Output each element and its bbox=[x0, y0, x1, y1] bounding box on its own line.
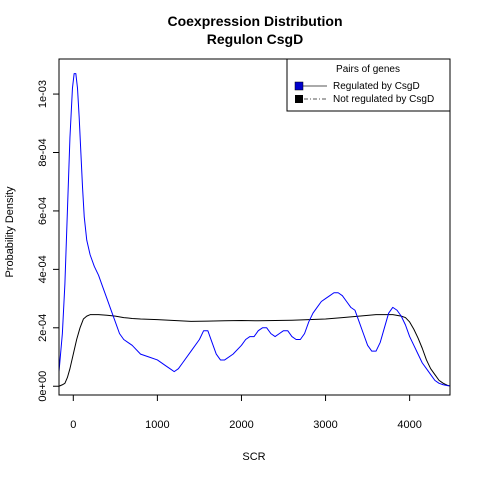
legend-box bbox=[286, 58, 451, 112]
plot-frame bbox=[58, 58, 451, 396]
x-tick-label: 1000 bbox=[145, 419, 169, 431]
legend-entry-regulated: Regulated by CsgD bbox=[333, 81, 420, 92]
x-tick-label: 2000 bbox=[229, 419, 253, 431]
x-axis: 0 1000 2000 3000 4000 bbox=[70, 395, 422, 431]
y-tick-label: 6e-04 bbox=[37, 197, 49, 225]
y-tick-label: 8e-04 bbox=[37, 138, 49, 166]
series-line-not-regulated-by-csgd bbox=[58, 314, 451, 387]
x-tick-label: 4000 bbox=[397, 419, 421, 431]
legend-title: Pairs of genes bbox=[336, 64, 400, 75]
x-tick-label: 3000 bbox=[313, 419, 337, 431]
legend-entry-not-regulated: Not regulated by CsgD bbox=[333, 94, 434, 105]
y-tick-label: 0e+00 bbox=[37, 371, 49, 402]
legend-swatch-not-regulated bbox=[295, 95, 303, 103]
legend-swatch-regulated bbox=[294, 81, 304, 91]
chart-title: Coexpression Distribution bbox=[167, 13, 342, 29]
y-tick-label: 2e-04 bbox=[37, 314, 49, 342]
y-tick-label: 4e-04 bbox=[37, 255, 49, 283]
series-line-regulated-by-csgd bbox=[58, 73, 451, 387]
x-tick-label: 0 bbox=[70, 419, 76, 431]
y-tick-label: 1e-03 bbox=[37, 80, 49, 108]
y-axis-label: Probability Density bbox=[4, 186, 16, 278]
x-axis-label: SCR bbox=[242, 451, 265, 463]
plot-lines bbox=[58, 73, 451, 387]
chart-subtitle: Regulon CsgD bbox=[207, 31, 303, 47]
legend: Pairs of genes Regulated by CsgD Not reg… bbox=[286, 58, 451, 112]
y-axis: 0e+00 2e-04 4e-04 6e-04 8e-04 1e-03 bbox=[37, 80, 59, 402]
